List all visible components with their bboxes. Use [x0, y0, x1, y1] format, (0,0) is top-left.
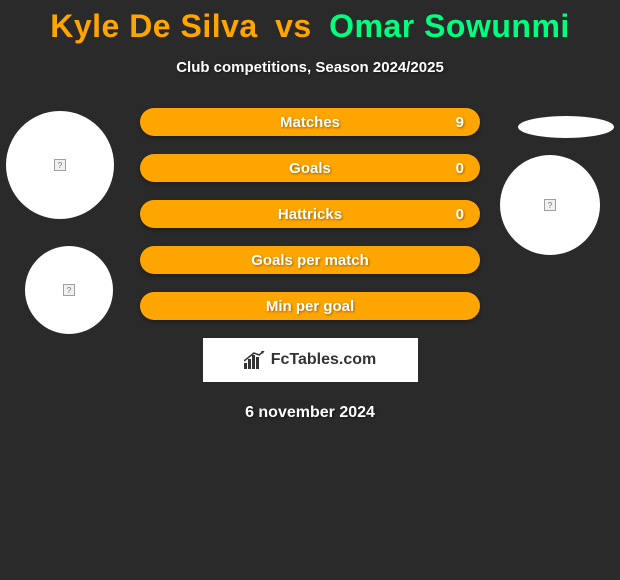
player2-oval: [518, 116, 614, 138]
stat-label: Min per goal: [266, 298, 354, 315]
chart-icon: [244, 351, 266, 369]
stat-value: 9: [456, 114, 464, 131]
player1-name: Kyle De Silva: [50, 8, 258, 44]
fctables-text: FcTables.com: [271, 351, 377, 369]
vs-text: vs: [275, 8, 312, 44]
image-placeholder-icon: ?: [54, 159, 66, 171]
stat-value: 0: [456, 160, 464, 177]
stat-bar-min-per-goal: Min per goal: [140, 292, 480, 320]
stat-label: Goals: [289, 160, 331, 177]
player1-club-badge: ?: [25, 246, 113, 334]
image-placeholder-icon: ?: [544, 199, 556, 211]
fctables-badge[interactable]: FcTables.com: [203, 338, 418, 382]
subtitle: Club competitions, Season 2024/2025: [0, 59, 620, 76]
date-text: 6 november 2024: [0, 404, 620, 422]
player1-avatar: ?: [6, 111, 114, 219]
stat-bar-matches: Matches 9: [140, 108, 480, 136]
stat-label: Goals per match: [251, 252, 369, 269]
content-area: ? ? ? Matches 9 Goals 0 Hattricks 0 Goal…: [0, 108, 620, 422]
stats-bars: Matches 9 Goals 0 Hattricks 0 Goals per …: [140, 108, 480, 320]
stat-bar-hattricks: Hattricks 0: [140, 200, 480, 228]
stat-label: Matches: [280, 114, 340, 131]
player2-name: Omar Sowunmi: [329, 8, 570, 44]
stat-label: Hattricks: [278, 206, 342, 223]
player2-avatar: ?: [500, 155, 600, 255]
stat-value: 0: [456, 206, 464, 223]
stat-bar-goals-per-match: Goals per match: [140, 246, 480, 274]
image-placeholder-icon: ?: [63, 284, 75, 296]
page-title: Kyle De Silva vs Omar Sowunmi: [0, 0, 620, 45]
stat-bar-goals: Goals 0: [140, 154, 480, 182]
